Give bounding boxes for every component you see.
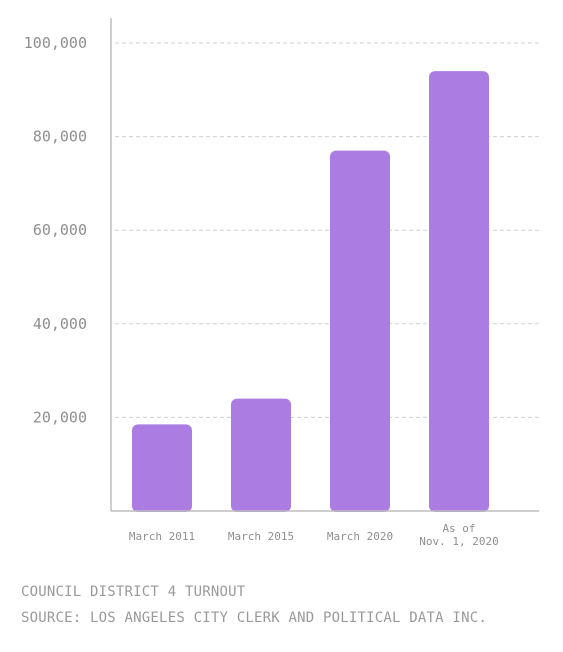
x-category-label: March 2020 (327, 530, 393, 543)
bar (429, 71, 489, 512)
bar (330, 150, 390, 512)
y-tick-labels: 20,000 40,000 60,000 80,000 100,000 (24, 34, 87, 426)
y-tick-label: 60,000 (33, 221, 87, 239)
y-tick-label: 80,000 (33, 128, 87, 146)
x-category-label: March 2011 (129, 530, 195, 543)
chart-source: SOURCE: LOS ANGELES CITY CLERK AND POLIT… (21, 610, 487, 626)
bar-chart: 20,000 40,000 60,000 80,000 100,000 March 20… (24, 18, 539, 548)
chart-caption: COUNCIL DISTRICT 4 TURNOUT (21, 584, 246, 600)
x-category-label: As of Nov. 1, 2020 (419, 522, 498, 548)
bar (132, 424, 192, 512)
bar (231, 398, 291, 512)
bars (132, 71, 489, 512)
x-category-labels: March 2011 March 2015 March 2020 As of Nov. … (129, 522, 499, 548)
y-tick-label: 40,000 (33, 315, 87, 333)
x-category-label: March 2015 (228, 530, 294, 543)
y-tick-label: 20,000 (33, 408, 87, 426)
y-tick-label: 100,000 (24, 34, 87, 52)
